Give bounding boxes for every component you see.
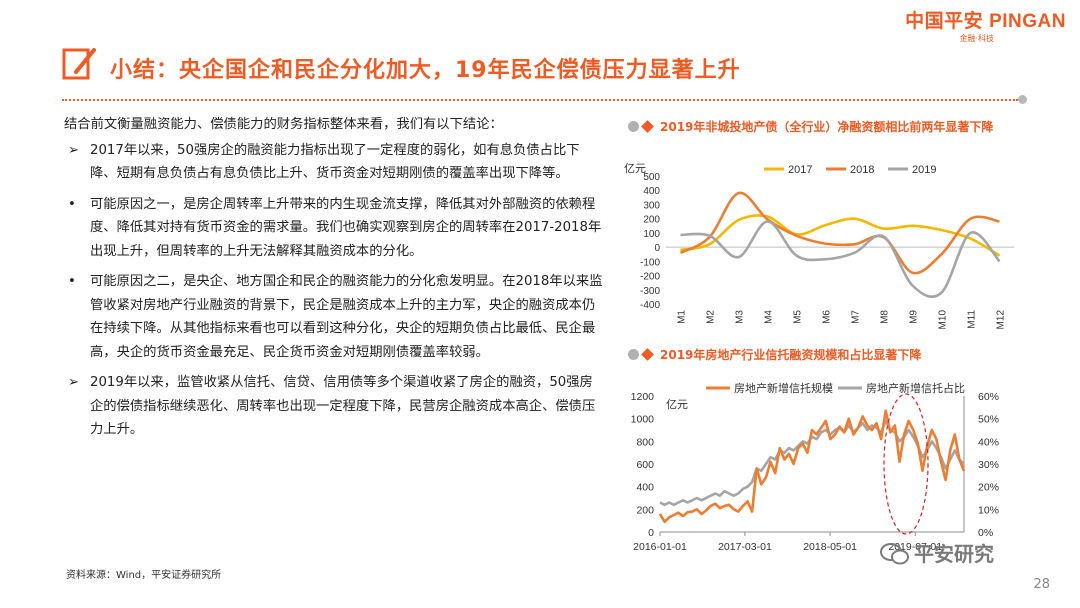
chart1-ytick-label: 300 [643,200,660,211]
bullet-text: 2019年以来，监管收紧从信托、信贷、信用债等多个渠道收紧了房企的融资，50强房… [90,375,596,437]
bullet-mark: • [68,196,76,212]
bullet-item: ➢ 2019年以来，监管收紧从信托、信贷、信用债等多个渠道收紧了房企的融资，50… [64,371,604,442]
chart1-xtick-label: M11 [967,310,978,329]
chart1-xtick-label: M1 [677,310,688,324]
chart2-unit-label: 亿元 [666,398,688,411]
wechat-watermark: 平安研究 [880,538,994,567]
chart2-y2tick-label: 60% [978,391,999,403]
source-note: 资料来源：Wind，平安证券研究所 [66,570,222,581]
chart1-ytick-label: -300 [640,286,660,297]
chart1-xtick-label: M8 [880,310,891,324]
chart2-ytick-label: 0 [648,527,654,539]
chart1-ytick-label: 400 [643,186,660,197]
chart-title-dot-icon [628,121,639,132]
chart2-trust-financing: 亿元 1200 1000 800 600 400 200 0 60% 50% 40% 30% 20% 10… [631,381,999,553]
bullet-text: 可能原因之一，是房企周转率上升带来的内生现金流支撑，降低其对外部融资的依赖程度、… [90,196,602,259]
chart1-ytick-label: 0 [654,243,660,254]
chart1-xtick-label: M12 [996,310,1007,330]
chart1-xtick-label: M4 [764,310,775,324]
chart1-xtick-label: M10 [938,310,949,330]
bullet-item: • 可能原因之一，是房企周转率上升带来的内生现金流支撑，降低其对外部融资的依赖程… [64,193,604,264]
chart1-xtick-label: M9 [909,310,920,324]
chart-title-diamond-icon [641,120,654,133]
page-number: 28 [1033,577,1050,592]
chart1-xtick-label: M6 [822,310,833,324]
bullet-mark: ➢ [68,375,80,390]
bullet-item: ➢ 2017年以来，50强房企的融资能力指标出现了一定程度的弱化，如有息负债占比… [64,139,604,186]
pencil-icon [62,48,96,80]
chart1-ytick-label: 500 [643,172,660,183]
chart1-xtick-label: M3 [735,310,746,324]
intro-paragraph: 结合前文衡量融资能力、偿债能力的财务指标整体来看，我们有以下结论： [64,117,503,132]
bullet-text: 可能原因之二，是央企、地方国企和民企的融资能力的分化愈发明显。在2018年以来监… [90,274,603,360]
bullet-mark: • [68,274,76,289]
chart1-xtick-label: M7 [851,310,862,324]
chart2-y2tick-label: 20% [978,482,999,494]
chart2-ytick-label: 800 [636,436,654,448]
chart1-series-line [679,191,1000,275]
chart1-xtick-label: M5 [793,310,804,324]
chart2-ytick-label: 600 [636,459,654,471]
chart1-xtick-label: M2 [706,310,717,324]
chart2-highlight-ellipse [883,393,929,535]
chart1-ytick-label: 100 [643,229,660,240]
chart1-ytick-label: -400 [640,300,660,311]
chart-title-dot-icon [628,349,639,360]
chart2-y2tick-label: 10% [978,504,999,516]
chart2-y2tick-label: 50% [978,414,999,426]
chart2-ytick-label: 1000 [631,414,655,426]
chart2-series-line [659,419,965,507]
chart2-y2tick-label: 0% [978,527,993,539]
chart1-series-line [680,220,1001,298]
chart2-legend-label: 房地产新增信托规模 [734,381,833,395]
chart2-y2tick-label: 30% [978,459,999,471]
chart2-xtick-label: 2018-05-01 [803,541,857,553]
page-title: 小结：央企国企和民企分化加大，19年民企偿债压力显著上升 [110,58,741,83]
chart2-ytick-label: 200 [636,504,654,516]
chart1-title-text: 2019年非城投地产债（全行业）净融资额相比前两年显著下降 [660,120,994,134]
summary-text: 结合前文衡量融资能力、偿债能力的财务指标整体来看，我们有以下结论： ➢ 2017… [64,113,604,449]
chart2-ytick-label: 1200 [631,391,655,403]
logo-brand-cn: 中国平安 [905,11,984,32]
bullet-item: • 可能原因之二，是央企、地方国企和民企的融资能力的分化愈发明显。在2018年以… [64,270,604,364]
logo-brand-en: PINGAN [989,11,1066,32]
chart1-title: 2019年非城投地产债（全行业）净融资额相比前两年显著下降 [628,118,993,135]
company-logo: 中国平安 PINGAN 金融·科技 [905,6,1066,44]
divider-end-dot [1018,95,1027,104]
chart2-xtick-label: 2017-03-01 [718,541,772,553]
logo-text: 中国平安 PINGAN [905,6,1066,33]
watermark-text: 平安研究 [914,542,994,566]
chart2-legend-label: 房地产新增信托占比 [866,381,965,395]
chart1-unit-label: 亿元 [624,162,646,175]
chart1-series-line [680,214,1001,257]
chart2-title-text: 2019年房地产行业信托融资规模和占比显著下降 [660,348,922,362]
chart2-ytick-label: 400 [636,482,654,494]
chart1-legend-label: 2018 [850,164,874,176]
chart2-xtick-label: 2016-01-01 [633,541,687,553]
chart1-legend-label: 2017 [788,164,812,176]
chart1-ytick-label: 200 [643,215,660,226]
chart2-y2tick-label: 40% [978,436,999,448]
chart-title-diamond-icon [641,348,654,361]
chart1-ytick-label: -200 [640,272,660,283]
title-divider [62,99,1018,101]
logo-tagline: 金融·科技 [959,34,994,43]
chart2-title: 2019年房地产行业信托融资规模和占比显著下降 [628,346,921,363]
chart1-ytick-label: -100 [640,257,660,268]
bullet-text: 2017年以来，50强房企的融资能力指标出现了一定程度的弱化，如有息负债占比下降… [90,142,580,182]
bullet-mark: ➢ [68,142,80,158]
chart2-series-line [658,409,966,524]
chart1-legend-label: 2019 [912,164,936,176]
wechat-icon [880,543,909,565]
